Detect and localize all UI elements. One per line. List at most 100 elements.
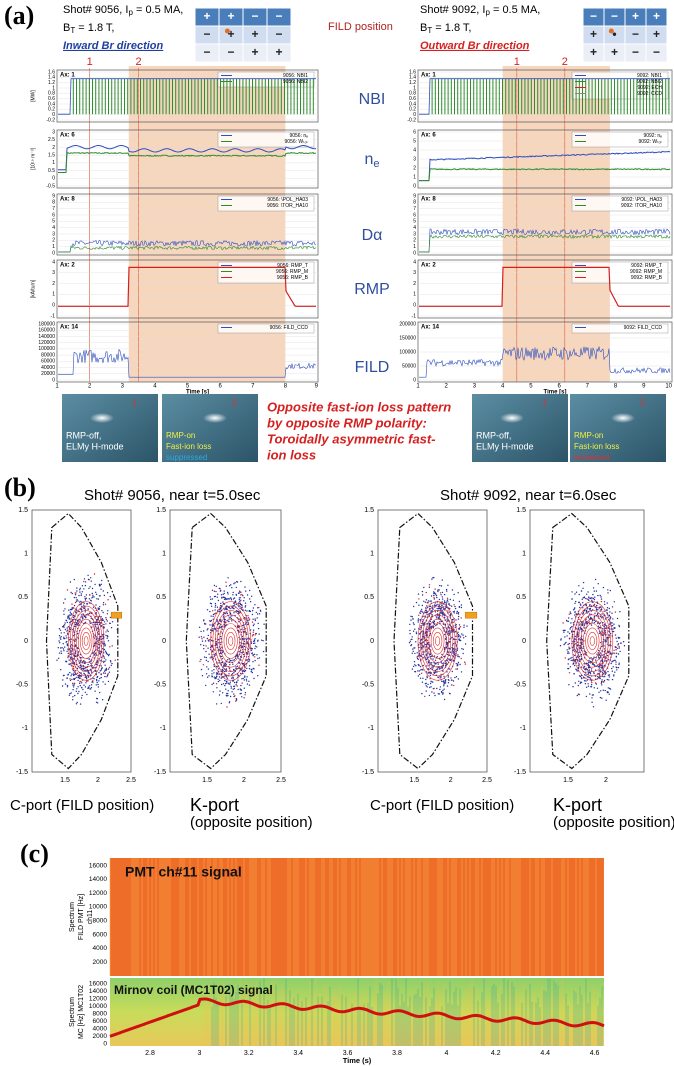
orbit-point (102, 667, 103, 668)
orbit-point (89, 586, 90, 587)
orbit-point (618, 653, 619, 654)
orbit-point (593, 673, 594, 674)
orbit-point (252, 610, 253, 611)
orbit-point (227, 577, 228, 578)
orbit-point (570, 666, 571, 667)
orbit-point (426, 631, 427, 632)
orbit-point (76, 677, 77, 678)
orbit-point (239, 603, 240, 604)
orbit-point (253, 678, 254, 679)
x-tick-label: 2 (96, 777, 100, 784)
x-tick-label: 1.5 (202, 777, 212, 784)
orbit-point (203, 630, 204, 631)
orbit-point (443, 676, 444, 677)
orbit-point (607, 691, 608, 692)
orbit-point (563, 644, 564, 645)
orbit-point (436, 597, 437, 598)
orbit-point (229, 608, 230, 609)
orbit-point (245, 603, 246, 604)
orbit-point (222, 658, 223, 659)
y-tick-label: 0 (24, 638, 28, 645)
orbit-point (251, 650, 252, 651)
orbit-point (77, 680, 78, 681)
orbit-point (221, 684, 222, 685)
y-tick-label: -0.5 (154, 682, 166, 689)
flux-surface (228, 637, 232, 646)
orbit-point (579, 607, 580, 608)
orbit-point (594, 687, 595, 688)
orbit-point (462, 653, 463, 654)
orbit-point (217, 594, 218, 595)
orbit-point (237, 675, 238, 676)
orbit-point (216, 687, 217, 688)
orbit-point (242, 595, 243, 596)
orbit-point (107, 629, 108, 630)
orbit-point (66, 661, 67, 662)
orbit-point (427, 629, 428, 630)
orbit-point (570, 622, 571, 623)
orbit-point (436, 616, 437, 617)
y-tick-label: 1 (370, 551, 374, 558)
orbit-point (98, 622, 99, 623)
orbit-point (85, 686, 86, 687)
orbit-point (442, 693, 443, 694)
x-tick-label: 4 (444, 1050, 448, 1057)
orbit-point (431, 681, 432, 682)
orbit-point (221, 597, 222, 598)
orbit-point (208, 668, 209, 669)
y-unit: [10¹⁹ m⁻³] (30, 147, 36, 170)
orbit-point (444, 699, 445, 700)
y-tick-label: 0.5 (364, 594, 374, 601)
orbit-point (414, 629, 415, 630)
orbit-point (440, 686, 441, 687)
orbit-point (207, 628, 208, 629)
orbit-point (612, 618, 613, 619)
port-caption: (opposite position) (190, 814, 313, 831)
orbit-point (80, 703, 81, 704)
orbit-point (85, 676, 86, 677)
orbit-point (98, 607, 99, 608)
orbit-point (240, 688, 241, 689)
orbit-point (428, 600, 429, 601)
y-tick-label: 0 (52, 250, 55, 256)
orbit-point (576, 592, 577, 593)
orbit-point (106, 652, 107, 653)
orbit-point (592, 660, 593, 661)
orbit-point (587, 676, 588, 677)
orbit-point (586, 618, 587, 619)
orbit-point (76, 599, 77, 600)
orbit-point (427, 652, 428, 653)
signal-name-text: n (364, 151, 373, 168)
orbit-point (70, 615, 71, 616)
y-tick-label: 8000 (93, 1011, 108, 1018)
orbit-point (608, 679, 609, 680)
y-tick-label: 2.5 (48, 137, 55, 143)
orbit-point (420, 643, 421, 644)
orbit-point (249, 638, 250, 639)
orbit-point (101, 625, 102, 626)
orbit-point (98, 672, 99, 673)
orbit-point (601, 698, 602, 699)
orbit-point (253, 641, 254, 642)
orbit-point (88, 579, 89, 580)
orbit-point (571, 660, 572, 661)
orbit-point (410, 620, 411, 621)
orbit-point (580, 648, 581, 649)
orbit-point (596, 683, 597, 684)
orbit-point (427, 686, 428, 687)
camera-image (472, 394, 568, 462)
orbit-point (442, 667, 443, 668)
orbit-point (245, 619, 246, 620)
orbit-point (459, 606, 460, 607)
y-tick-label: 5 (413, 219, 416, 225)
orbit-point (428, 657, 429, 658)
orbit-point (241, 678, 242, 679)
image-status: suppressed (166, 453, 207, 462)
orbit-point (591, 697, 592, 698)
orbit-point (73, 686, 74, 687)
flux-surface (217, 615, 244, 667)
orbit-point (257, 675, 258, 676)
orbit-point (601, 684, 602, 685)
orbit-point (578, 694, 579, 695)
orbit-point (58, 658, 59, 659)
